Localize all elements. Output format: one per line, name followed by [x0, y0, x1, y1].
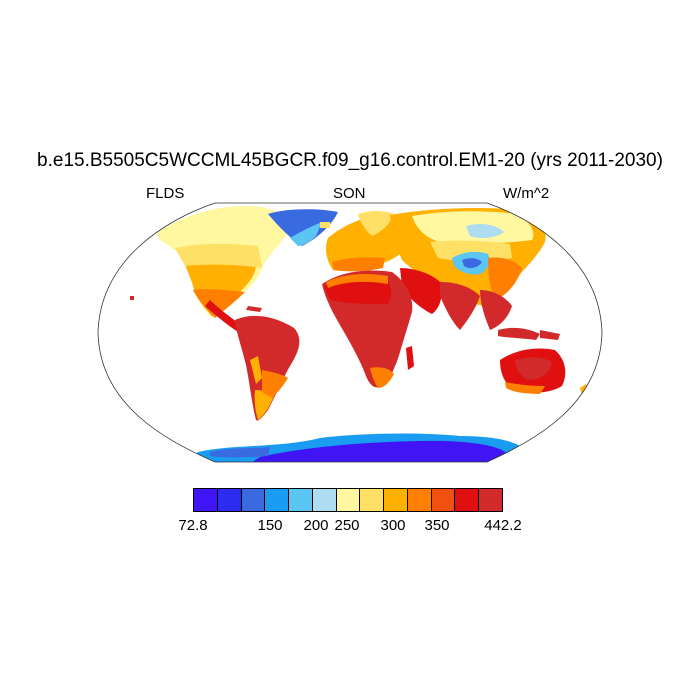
units-label: W/m^2: [503, 185, 550, 202]
colorbar-box: [312, 489, 337, 511]
colorbar-tick-label: 150: [257, 517, 283, 534]
colorbar-box: [384, 489, 408, 511]
indonesia: [498, 327, 540, 340]
north-africa-coast: [326, 274, 388, 288]
colorbar-box: [194, 489, 218, 511]
colorbar-tick-label: 250: [334, 517, 360, 534]
south-america-mid: [262, 370, 288, 398]
caribbean: [246, 306, 262, 312]
plot-title: b.e15.B5505C5WCCML45BGCR.f09_g16.control…: [37, 150, 663, 171]
colorbar-tick-label: 72.8: [178, 517, 208, 534]
south-america-south: [254, 390, 274, 420]
south-america-andes: [250, 356, 262, 384]
south-asia: [440, 282, 480, 330]
hawaii: [130, 296, 134, 300]
new-zealand: [580, 384, 590, 402]
colorbar-tick-label: 442.2: [484, 517, 522, 534]
colorbar-box: [407, 489, 432, 511]
sahara: [324, 278, 391, 304]
tibetan-plateau-core: [462, 258, 482, 269]
new-guinea: [540, 330, 560, 340]
central-asia: [430, 240, 512, 261]
north-america-south: [193, 289, 245, 318]
madagascar: [406, 346, 414, 370]
colorbar-box: [431, 489, 456, 511]
uk-ireland: [338, 230, 346, 242]
colorbar-box: [360, 489, 385, 511]
colorbar: [193, 488, 503, 512]
season-label: SON: [333, 185, 366, 202]
east-asia: [488, 257, 522, 300]
antarctica-edge: [210, 447, 270, 458]
australia-interior: [515, 357, 552, 380]
north-america-mid: [175, 243, 262, 268]
antarctica-interior: [240, 440, 505, 462]
iceland: [320, 222, 330, 228]
southeast-asia: [480, 290, 512, 330]
europe-south: [332, 257, 385, 272]
colorbar-box: [241, 489, 266, 511]
australia-south: [505, 382, 545, 394]
south-america-region: [235, 315, 300, 421]
colorbar-box: [479, 489, 502, 511]
middle-east: [400, 268, 442, 314]
colorbar-box: [289, 489, 313, 511]
variable-label: FLDS: [146, 185, 185, 202]
colorbar-tick-label: 200: [303, 517, 329, 534]
globe-outline: [97, 202, 603, 463]
greenland-region: [268, 209, 338, 246]
colorbar-tick-label: 350: [424, 517, 450, 534]
southern-africa: [370, 367, 394, 388]
colorbar-box: [217, 489, 242, 511]
greenland-edge: [290, 222, 322, 246]
land-masses: [130, 206, 590, 462]
colorbar-box: [336, 489, 361, 511]
colorbar-tick-label: 300: [380, 517, 406, 534]
scandinavia: [358, 211, 394, 236]
central-america: [205, 300, 242, 332]
colorbar-box: [455, 489, 480, 511]
europe-region: [325, 215, 410, 271]
siberia-cold: [466, 224, 504, 239]
colorbar-box: [265, 489, 290, 511]
